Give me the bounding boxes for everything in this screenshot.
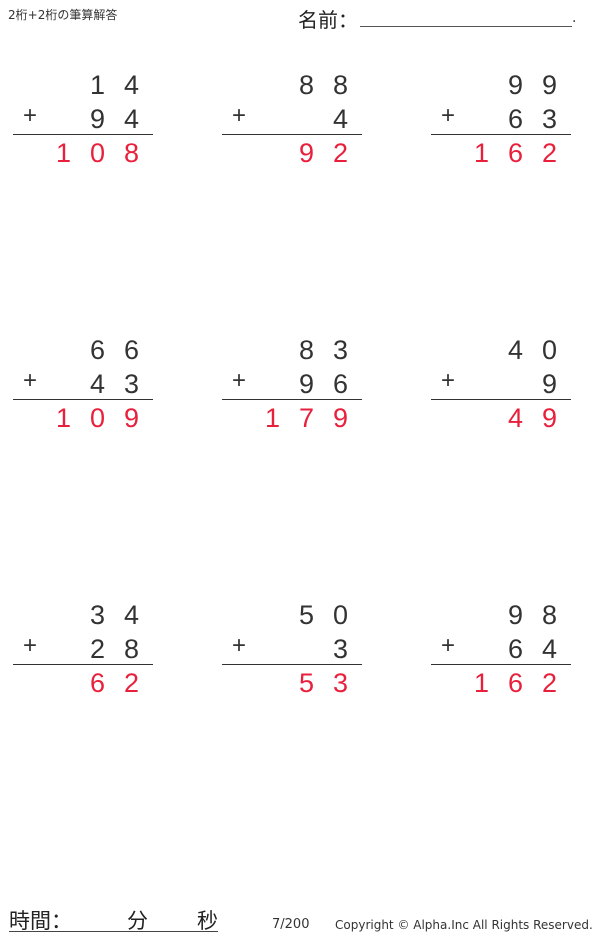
plus-sign: + — [232, 632, 247, 659]
addition-problem: 98 + 64 162 — [431, 600, 571, 700]
plus-sign: + — [23, 632, 38, 659]
name-field[interactable] — [360, 26, 572, 27]
addend-1: 50 — [298, 600, 367, 630]
time-label: 時間： — [9, 909, 72, 933]
addend-1: 98 — [507, 600, 576, 630]
answer: 162 — [473, 138, 576, 168]
sum-line — [431, 399, 571, 400]
addition-problem: 40 + 9 49 — [431, 335, 571, 435]
addend-1: 88 — [298, 70, 367, 100]
addition-problem: 88 + 4 92 — [222, 70, 362, 170]
addend-1: 99 — [507, 70, 576, 100]
plus-sign: + — [441, 367, 456, 394]
plus-sign: + — [23, 367, 38, 394]
sum-line — [431, 664, 571, 665]
sum-line — [431, 134, 571, 135]
copyright: Copyright © Alpha.Inc All Rights Reserve… — [335, 918, 593, 932]
addend-2: 9 — [541, 369, 576, 399]
answer: 62 — [89, 668, 158, 698]
answer: 92 — [298, 138, 367, 168]
answer: 49 — [507, 403, 576, 433]
worksheet-title: 2桁+2桁の筆算解答 — [8, 8, 118, 22]
addition-problem: 34 + 28 62 — [13, 600, 153, 700]
plus-sign: + — [441, 102, 456, 129]
sum-line — [13, 399, 153, 400]
answer: 53 — [298, 668, 367, 698]
addend-1: 83 — [298, 335, 367, 365]
addend-2: 64 — [507, 634, 576, 664]
answer: 108 — [55, 138, 158, 168]
addend-2: 3 — [332, 634, 367, 664]
time-field: 時間： 分 秒 — [9, 905, 218, 933]
minutes-label: 分 — [127, 909, 148, 933]
addend-1: 66 — [89, 335, 158, 365]
name-end-mark: . — [572, 10, 577, 26]
addition-problem: 66 + 43 109 — [13, 335, 153, 435]
addition-problem: 99 + 63 162 — [431, 70, 571, 170]
addend-2: 63 — [507, 104, 576, 134]
addend-2: 28 — [89, 634, 158, 664]
plus-sign: + — [441, 632, 456, 659]
plus-sign: + — [232, 367, 247, 394]
sum-line — [222, 399, 362, 400]
sum-line — [13, 664, 153, 665]
addition-problem: 50 + 3 53 — [222, 600, 362, 700]
answer: 179 — [264, 403, 367, 433]
answer: 109 — [55, 403, 158, 433]
addition-problem: 83 + 96 179 — [222, 335, 362, 435]
answer: 162 — [473, 668, 576, 698]
addend-2: 4 — [332, 104, 367, 134]
sum-line — [222, 134, 362, 135]
addend-2: 94 — [89, 104, 158, 134]
addend-1: 40 — [507, 335, 576, 365]
plus-sign: + — [232, 102, 247, 129]
page-number: 7/200 — [272, 917, 310, 932]
seconds-label: 秒 — [197, 909, 218, 933]
sum-line — [13, 134, 153, 135]
addend-2: 43 — [89, 369, 158, 399]
name-label: 名前： — [298, 8, 358, 32]
addend-1: 34 — [89, 600, 158, 630]
addend-1: 14 — [89, 70, 158, 100]
sum-line — [222, 664, 362, 665]
plus-sign: + — [23, 102, 38, 129]
addend-2: 96 — [298, 369, 367, 399]
addition-problem: 14 + 94 108 — [13, 70, 153, 170]
